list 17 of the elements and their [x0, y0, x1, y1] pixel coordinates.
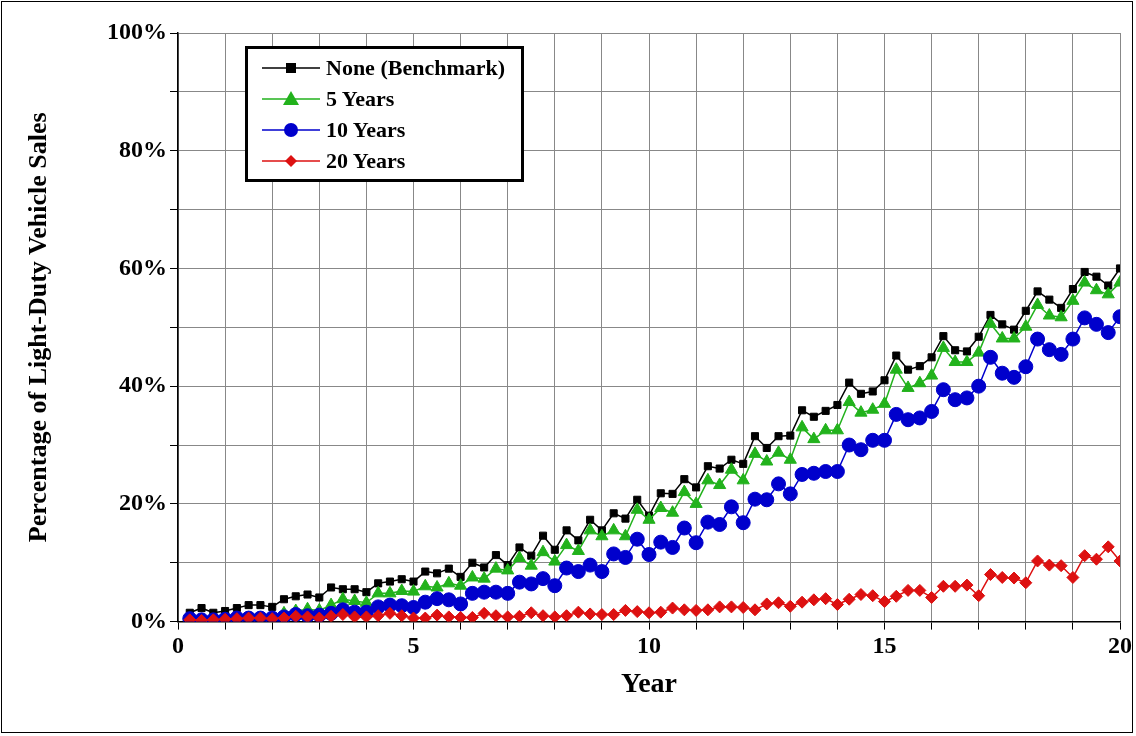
legend-label: 5 Years — [326, 85, 395, 112]
x-tick-label: 10 — [637, 632, 661, 659]
y-tick-label: 100% — [107, 18, 167, 45]
legend-label: None (Benchmark) — [326, 54, 506, 81]
y-tick-label: 40% — [119, 371, 167, 398]
y-tick-label: 80% — [119, 135, 167, 162]
y-tick-label: 20% — [119, 489, 167, 516]
y-tick-label: 0% — [131, 606, 167, 633]
x-axis-title: Year — [621, 667, 677, 699]
legend-label: 20 Years — [326, 147, 406, 174]
x-tick-label: 5 — [407, 632, 420, 659]
x-tick-label: 20 — [1108, 632, 1132, 659]
x-tick-label: 15 — [872, 632, 897, 659]
legend-label: 10 Years — [326, 116, 406, 143]
x-tick-label: 0 — [172, 632, 184, 659]
y-axis-title: Percentage of Light-Duty Vehicle Sales — [23, 112, 53, 543]
y-tick-label: 60% — [119, 253, 167, 280]
